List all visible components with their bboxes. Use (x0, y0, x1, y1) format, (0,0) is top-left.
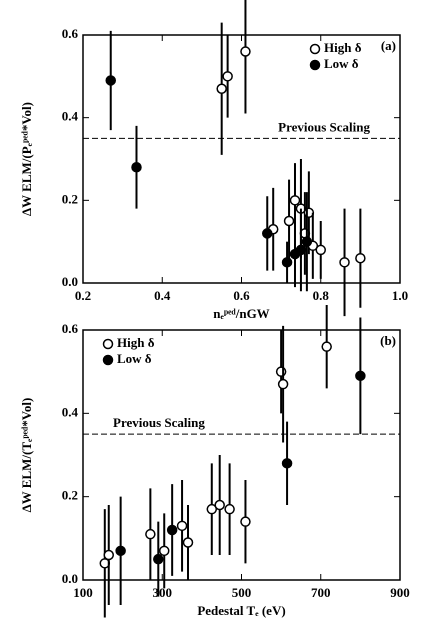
legend-label: High δ (117, 335, 155, 350)
x-tick-label: 0.4 (154, 288, 171, 303)
y-axis-label: ΔW ELM/(Pₑᵖᵉᵈ*Vol) (19, 102, 34, 216)
plot-frame (82, 34, 401, 284)
y-tick-label: 0.2 (62, 191, 78, 206)
data-point (339, 257, 350, 268)
data-point (103, 549, 115, 561)
data-point (275, 366, 287, 377)
x-tick-label: 700 (311, 585, 331, 600)
data-point (224, 503, 235, 515)
data-point (158, 545, 170, 557)
panel-annotation: (a) (381, 38, 396, 53)
data-point (281, 257, 293, 268)
data-point (153, 553, 164, 565)
x-tick-label: 1.0 (392, 288, 408, 303)
data-point (105, 75, 116, 86)
legend-marker (309, 59, 321, 71)
y-tick-label: 0.4 (62, 404, 79, 419)
data-point (281, 458, 293, 469)
x-tick-label: 100 (73, 585, 93, 600)
y-tick-label: 0.6 (62, 26, 79, 41)
reference-label: Previous Scaling (278, 119, 370, 134)
data-point (131, 162, 142, 173)
legend-label: High δ (324, 40, 362, 55)
x-tick-label: 0.6 (233, 288, 250, 303)
x-axis-label: nₑᵖᵉᵈ/nGW (213, 306, 269, 321)
data-point (262, 228, 273, 239)
reference-label: Previous Scaling (113, 415, 205, 430)
x-tick-label: 900 (390, 585, 410, 600)
legend-marker (309, 43, 321, 55)
legend-label: Low δ (324, 56, 359, 71)
data-point (289, 195, 301, 206)
data-point (214, 499, 225, 511)
legend-marker (102, 354, 114, 366)
data-point (115, 545, 126, 557)
legend-label: Low δ (117, 351, 152, 366)
data-point (315, 244, 326, 256)
y-tick-label: 0.2 (62, 488, 78, 503)
x-tick-label: 0.8 (313, 288, 330, 303)
y-tick-label: 0.6 (62, 321, 79, 336)
y-tick-label: 0.0 (62, 274, 78, 289)
data-point (166, 524, 178, 536)
data-point (295, 244, 307, 256)
data-point (222, 71, 233, 82)
data-point (301, 236, 313, 247)
y-tick-label: 0.4 (62, 109, 79, 124)
data-point (145, 528, 156, 540)
x-tick-label: 300 (153, 585, 173, 600)
data-point (277, 378, 289, 390)
legend-marker (102, 338, 114, 350)
panel-annotation: (b) (380, 333, 396, 348)
data-point (355, 252, 366, 264)
data-point (182, 537, 194, 548)
data-point (240, 516, 251, 527)
data-point (216, 83, 227, 94)
data-point (240, 46, 251, 57)
plot-frame (82, 329, 401, 581)
data-point (176, 520, 188, 532)
x-axis-label: Pedestal Tₑ (eV) (197, 603, 285, 618)
data-point (206, 503, 218, 515)
y-tick-label: 0.0 (62, 571, 78, 586)
data-point (321, 341, 332, 352)
data-point (283, 215, 295, 227)
x-tick-label: 0.2 (75, 288, 91, 303)
y-axis-label: ΔW ELM/(Tₑᵖᵉᵈ*Vol) (19, 398, 34, 513)
x-tick-label: 500 (232, 585, 252, 600)
data-point (355, 370, 366, 382)
